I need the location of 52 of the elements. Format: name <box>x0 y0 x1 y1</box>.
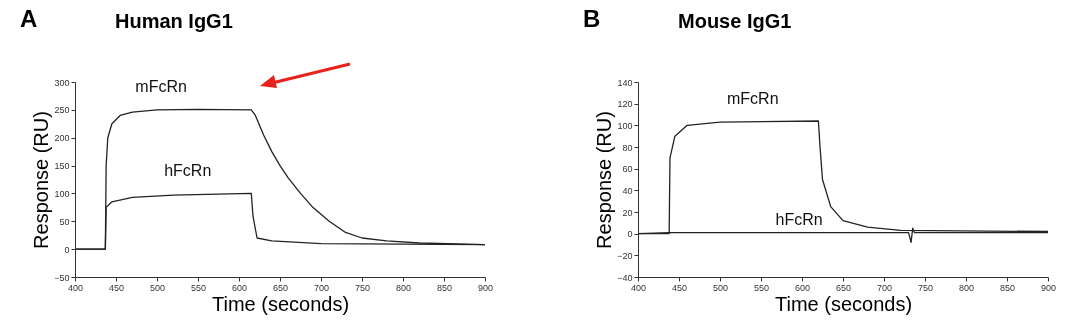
y-tick-label: 140 <box>617 77 633 88</box>
y-tick-label: 250 <box>54 105 70 116</box>
x-tick-label: 800 <box>958 282 975 293</box>
x-tick-label: 700 <box>876 282 893 293</box>
series-label: hFcRn <box>775 211 823 229</box>
y-tick-label: 0 <box>627 229 633 240</box>
y-tick-label: 60 <box>622 164 633 175</box>
y-tick-label: 100 <box>617 120 633 131</box>
x-tick-label: 600 <box>794 282 811 293</box>
x-tick-label: 500 <box>712 282 729 293</box>
y-tick-label: 300 <box>54 77 70 88</box>
y-tick-label: 0 <box>64 244 70 255</box>
x-tick-label: 750 <box>354 282 371 293</box>
y-tick-label: 120 <box>617 99 633 110</box>
y-tick-label: −50 <box>54 272 70 283</box>
y-tick-label: 80 <box>622 142 633 153</box>
y-tick-label: 150 <box>54 161 70 172</box>
x-tick-label: 900 <box>1040 282 1057 293</box>
x-tick-label: 800 <box>395 282 412 293</box>
y-tick-label: −40 <box>617 272 633 283</box>
y-tick-label: 100 <box>54 188 70 199</box>
x-axis-title: Time (seconds) <box>774 292 913 315</box>
series-label: mFcRn <box>727 90 779 107</box>
text: B <box>583 5 601 32</box>
x-tick-label: 400 <box>630 282 647 293</box>
y-axis-title: Response (RU) <box>30 111 53 249</box>
x-tick-label: 900 <box>477 282 494 293</box>
x-tick-label: 500 <box>149 282 166 293</box>
series-label: mFcRn <box>135 78 187 96</box>
x-tick-label: 700 <box>313 282 330 293</box>
x-tick-label: 650 <box>835 282 852 293</box>
x-tick-label: 850 <box>999 282 1016 293</box>
chart-title: Human IgG1 <box>115 10 233 32</box>
x-tick-label: 850 <box>436 282 453 293</box>
x-tick-label: 600 <box>231 282 248 293</box>
y-tick-label: 40 <box>622 185 633 196</box>
y-tick-label: 20 <box>622 207 633 218</box>
x-tick-label: 450 <box>671 282 688 293</box>
x-tick-label: 750 <box>917 282 934 293</box>
x-tick-label: 550 <box>190 282 207 293</box>
x-tick-label: 650 <box>272 282 289 293</box>
text: A <box>20 5 38 32</box>
chart-title: Mouse IgG1 <box>678 10 792 32</box>
y-tick-label: −20 <box>617 250 633 261</box>
x-tick-label: 400 <box>67 282 84 293</box>
y-tick-label: 200 <box>54 133 70 144</box>
y-tick-label: 50 <box>59 216 70 227</box>
x-tick-label: 450 <box>108 282 125 293</box>
x-tick-label: 550 <box>753 282 770 293</box>
series-label: hFcRn <box>164 162 212 180</box>
x-axis-title: Time (seconds) <box>211 292 350 315</box>
y-axis-title: Response (RU) <box>593 111 616 249</box>
